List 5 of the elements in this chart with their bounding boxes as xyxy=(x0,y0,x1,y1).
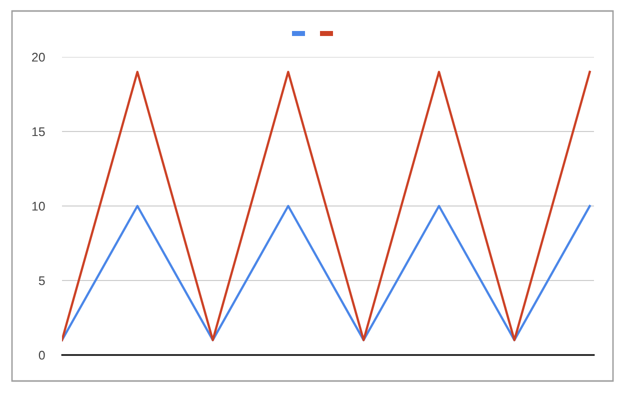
y-tick-label: 20 xyxy=(32,52,45,62)
y-tick-label: 0 xyxy=(38,350,45,360)
y-tick-label: 15 xyxy=(32,127,45,136)
y-tick-label: 5 xyxy=(38,276,45,286)
y-tick-label: 10 xyxy=(32,202,45,211)
